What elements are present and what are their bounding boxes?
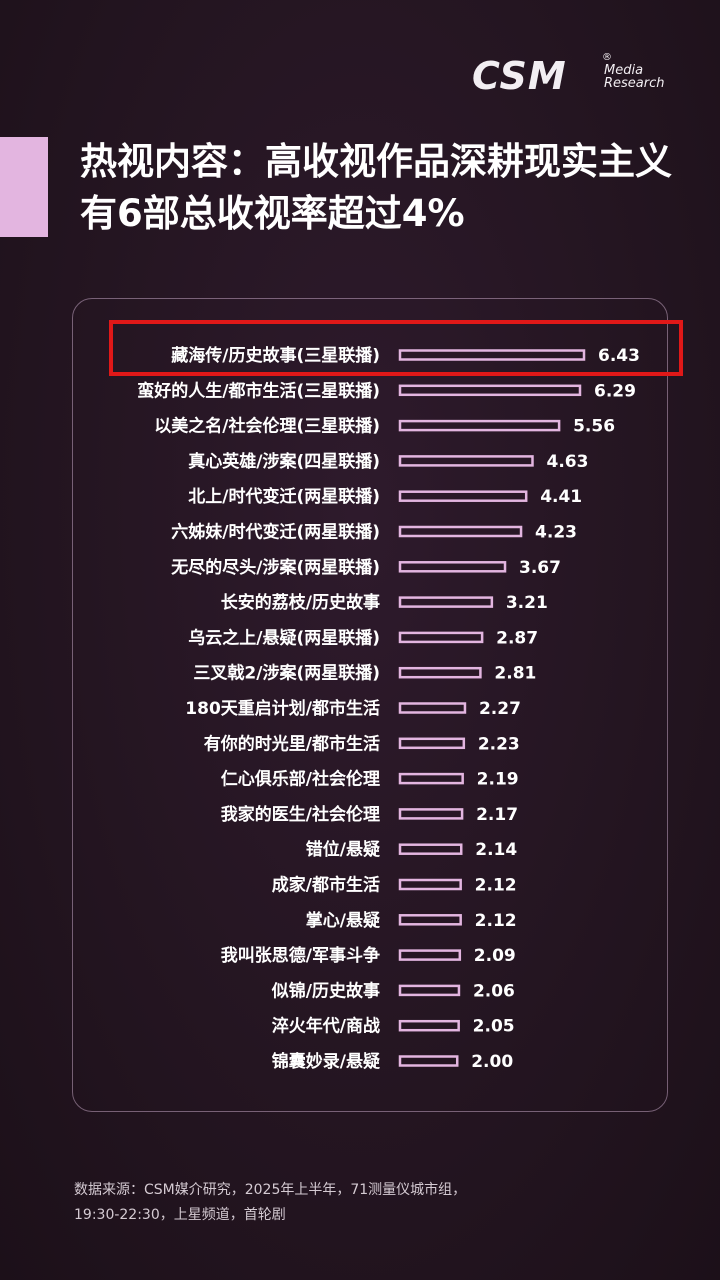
- category-label: 三叉戟2/涉案(两星联播): [193, 663, 380, 684]
- category-label: 错位/悬疑: [306, 839, 380, 860]
- logo-subtitle: Media Research: [604, 64, 665, 90]
- bar: [398, 914, 462, 926]
- value-label: 2.87: [496, 628, 538, 648]
- value-label: 2.12: [475, 876, 517, 896]
- value-label: 2.17: [476, 805, 518, 825]
- category-label: 我叫张思德/军事斗争: [221, 945, 380, 966]
- bar: [398, 984, 461, 997]
- category-label: 成家/都市生活: [272, 875, 380, 896]
- value-label: 4.63: [546, 452, 588, 472]
- value-label: 2.81: [494, 664, 536, 684]
- footnote-line2: 19:30-22:30，上星频道，首轮剧: [74, 1207, 286, 1223]
- value-label: 4.41: [540, 487, 582, 507]
- bar: [398, 702, 467, 714]
- logo-subtitle-line2: Research: [604, 76, 665, 91]
- highlight-box: [109, 320, 683, 376]
- category-label: 我家的医生/社会伦理: [221, 804, 380, 825]
- csm-logo: CSM ® Media Research: [472, 52, 672, 98]
- bar: [398, 384, 582, 397]
- bar: [398, 596, 494, 608]
- value-label: 4.23: [535, 523, 577, 543]
- bar: [398, 525, 523, 538]
- page-title-line2: 有6部总收视率超过4%: [80, 192, 465, 235]
- category-label: 淬火年代/商战: [272, 1016, 380, 1037]
- category-label: 北上/时代变迁(两星联播): [188, 486, 380, 507]
- bar: [398, 419, 561, 432]
- category-label: 乌云之上/悬疑(两星联播): [188, 627, 380, 648]
- bar: [398, 949, 462, 961]
- value-label: 2.27: [479, 699, 521, 719]
- bar: [398, 561, 507, 573]
- bar: [398, 772, 464, 785]
- value-label: 6.43: [598, 346, 640, 366]
- category-label: 真心英雄/涉案(四星联播): [188, 451, 380, 472]
- accent-bar: [0, 137, 48, 237]
- bar: [398, 455, 534, 467]
- bar: [398, 808, 464, 820]
- bar: [398, 737, 466, 750]
- category-label: 藏海传/历史故事(三星联播): [171, 345, 380, 366]
- logo-subtitle-line1: Media: [604, 63, 644, 78]
- category-label: 仁心俱乐部/社会伦理: [221, 769, 380, 790]
- category-label: 无尽的尽头/涉案(两星联播): [170, 557, 380, 578]
- logo-registered-mark: ®: [602, 52, 612, 63]
- page-title: 热视内容：高收视作品深耕现实主义 有6部总收视率超过4%: [80, 136, 700, 240]
- category-label: 掌心/悬疑: [306, 910, 380, 931]
- bar: [398, 878, 462, 891]
- value-label: 2.12: [475, 911, 517, 931]
- bar: [398, 843, 463, 855]
- category-label: 蛮好的人生/都市生活(三星联播): [137, 380, 380, 401]
- chart-panel: [72, 298, 668, 1112]
- value-label: 3.21: [506, 593, 548, 613]
- bar: [398, 490, 528, 502]
- value-label: 2.09: [474, 946, 516, 966]
- value-label: 2.05: [473, 1017, 515, 1037]
- page-title-line1: 热视内容：高收视作品深耕现实主义: [80, 140, 672, 183]
- value-label: 2.06: [473, 981, 515, 1001]
- category-label: 六姊妹/时代变迁(两星联播): [171, 522, 380, 543]
- logo-csm-text: CSM: [472, 54, 567, 98]
- footnote-line1: 数据来源：CSM媒介研究，2025年上半年，71测量仪城市组，: [74, 1182, 467, 1198]
- value-label: 2.00: [471, 1052, 513, 1072]
- category-label: 长安的荔枝/历史故事: [221, 592, 380, 613]
- category-label: 以美之名/社会伦理(三星联播): [154, 416, 380, 437]
- value-label: 2.23: [478, 734, 520, 754]
- category-label: 锦囊妙录/悬疑: [272, 1051, 380, 1072]
- value-label: 5.56: [573, 417, 615, 437]
- bar: [398, 666, 482, 679]
- category-label: 180天重启计划/都市生活: [185, 698, 380, 719]
- value-label: 3.67: [519, 558, 561, 578]
- value-label: 6.29: [594, 381, 636, 401]
- category-label: 有你的时光里/都市生活: [204, 733, 380, 754]
- bar: [398, 1019, 460, 1032]
- value-label: 2.14: [475, 840, 517, 860]
- value-label: 2.19: [477, 770, 519, 790]
- category-label: 似锦/历史故事: [271, 980, 380, 1001]
- footnote: 数据来源：CSM媒介研究，2025年上半年，71测量仪城市组， 19:30-22…: [74, 1178, 634, 1228]
- bar: [398, 349, 586, 361]
- bar: [398, 1055, 459, 1067]
- bar: [398, 631, 484, 644]
